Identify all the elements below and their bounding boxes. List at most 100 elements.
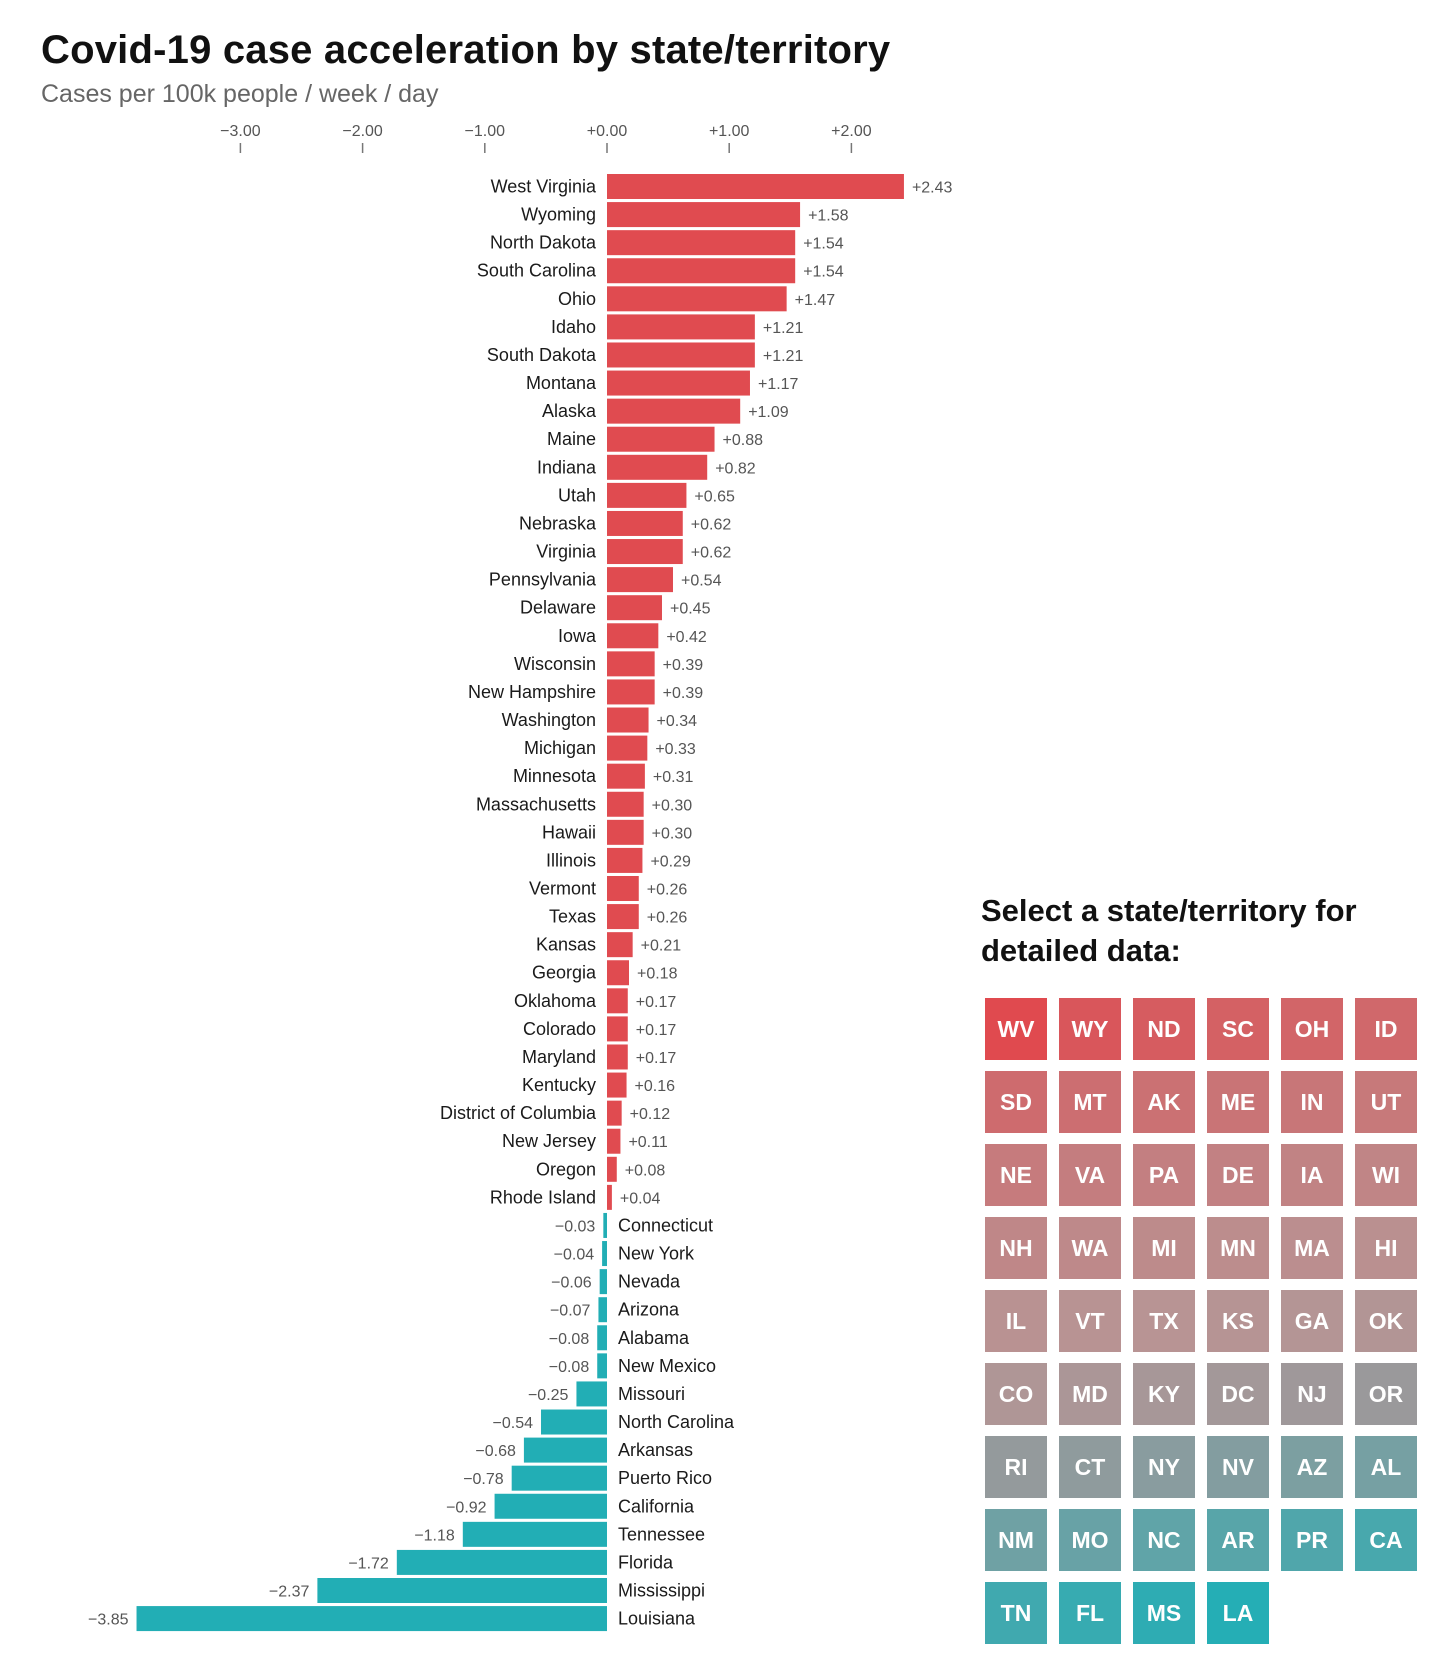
bar[interactable]: [607, 398, 741, 424]
bar[interactable]: [607, 735, 648, 761]
bar[interactable]: [603, 1212, 607, 1238]
state-tile-pa[interactable]: PA: [1133, 1144, 1195, 1206]
state-tile-de[interactable]: DE: [1207, 1144, 1269, 1206]
state-tile-ne[interactable]: NE: [985, 1144, 1047, 1206]
bar[interactable]: [607, 791, 644, 817]
state-tile-ut[interactable]: UT: [1355, 1071, 1417, 1133]
bar[interactable]: [523, 1437, 607, 1463]
state-tile-ks[interactable]: KS: [1207, 1290, 1269, 1352]
bar[interactable]: [607, 876, 639, 901]
state-tile-az[interactable]: AZ: [1281, 1436, 1343, 1498]
state-tile-nh[interactable]: NH: [985, 1217, 1047, 1279]
state-tile-ia[interactable]: IA: [1281, 1144, 1343, 1206]
state-tile-ga[interactable]: GA: [1281, 1290, 1343, 1352]
state-tile-co[interactable]: CO: [985, 1363, 1047, 1425]
bar[interactable]: [607, 1044, 628, 1070]
bar[interactable]: [602, 1241, 607, 1267]
state-tile-ar[interactable]: AR: [1207, 1509, 1269, 1571]
state-tile-ok[interactable]: OK: [1355, 1290, 1417, 1352]
bar[interactable]: [607, 202, 801, 228]
bar[interactable]: [607, 174, 904, 199]
bar[interactable]: [598, 1297, 607, 1323]
bar[interactable]: [607, 1156, 617, 1182]
bar[interactable]: [541, 1409, 607, 1435]
bar[interactable]: [597, 1325, 607, 1351]
state-tile-mo[interactable]: MO: [1059, 1509, 1121, 1571]
bar[interactable]: [317, 1578, 607, 1603]
state-tile-ky[interactable]: KY: [1133, 1363, 1195, 1425]
bar[interactable]: [607, 623, 659, 649]
bar[interactable]: [607, 1184, 612, 1210]
bar[interactable]: [607, 258, 796, 284]
state-tile-sd[interactable]: SD: [985, 1071, 1047, 1133]
state-tile-nj[interactable]: NJ: [1281, 1363, 1343, 1425]
state-tile-oh[interactable]: OH: [1281, 998, 1343, 1060]
bar[interactable]: [607, 763, 645, 789]
bar[interactable]: [607, 679, 655, 705]
state-tile-me[interactable]: ME: [1207, 1071, 1269, 1133]
state-tile-mt[interactable]: MT: [1059, 1071, 1121, 1133]
bar[interactable]: [607, 342, 755, 368]
state-tile-ca[interactable]: CA: [1355, 1509, 1417, 1571]
state-tile-wy[interactable]: WY: [1059, 998, 1121, 1060]
bar[interactable]: [607, 988, 628, 1014]
state-tile-ny[interactable]: NY: [1133, 1436, 1195, 1498]
state-tile-ma[interactable]: MA: [1281, 1217, 1343, 1279]
state-tile-vt[interactable]: VT: [1059, 1290, 1121, 1352]
bar[interactable]: [607, 1128, 621, 1154]
bar[interactable]: [599, 1269, 607, 1295]
state-tile-wi[interactable]: WI: [1355, 1144, 1417, 1206]
state-tile-mi[interactable]: MI: [1133, 1217, 1195, 1279]
bar[interactable]: [494, 1493, 607, 1519]
state-tile-tx[interactable]: TX: [1133, 1290, 1195, 1352]
state-tile-ak[interactable]: AK: [1133, 1071, 1195, 1133]
bar[interactable]: [607, 847, 643, 873]
bar[interactable]: [607, 595, 662, 621]
bar[interactable]: [607, 651, 655, 677]
state-tile-in[interactable]: IN: [1281, 1071, 1343, 1133]
state-tile-fl[interactable]: FL: [1059, 1582, 1121, 1644]
state-tile-dc[interactable]: DC: [1207, 1363, 1269, 1425]
bar[interactable]: [597, 1353, 607, 1379]
bar[interactable]: [576, 1381, 607, 1407]
state-tile-ri[interactable]: RI: [985, 1436, 1047, 1498]
state-tile-va[interactable]: VA: [1059, 1144, 1121, 1206]
bar[interactable]: [607, 1016, 628, 1042]
bar[interactable]: [136, 1606, 607, 1632]
bar[interactable]: [607, 454, 708, 480]
state-tile-il[interactable]: IL: [985, 1290, 1047, 1352]
state-tile-hi[interactable]: HI: [1355, 1217, 1417, 1279]
bar[interactable]: [607, 1072, 627, 1098]
state-tile-tn[interactable]: TN: [985, 1582, 1047, 1644]
bar[interactable]: [607, 510, 683, 536]
state-tile-ms[interactable]: MS: [1133, 1582, 1195, 1644]
bar[interactable]: [607, 314, 755, 340]
bar[interactable]: [607, 960, 629, 986]
bar[interactable]: [607, 426, 715, 452]
bar[interactable]: [396, 1549, 607, 1575]
state-tile-ct[interactable]: CT: [1059, 1436, 1121, 1498]
state-tile-wv[interactable]: WV: [985, 998, 1047, 1060]
bar[interactable]: [607, 932, 633, 958]
bar[interactable]: [462, 1521, 607, 1547]
bar[interactable]: [607, 1100, 622, 1126]
bar[interactable]: [607, 707, 649, 733]
state-tile-mn[interactable]: MN: [1207, 1217, 1269, 1279]
bar[interactable]: [607, 539, 683, 565]
bar[interactable]: [607, 904, 639, 930]
state-tile-sc[interactable]: SC: [1207, 998, 1269, 1060]
state-tile-id[interactable]: ID: [1355, 998, 1417, 1060]
state-tile-md[interactable]: MD: [1059, 1363, 1121, 1425]
state-tile-nm[interactable]: NM: [985, 1509, 1047, 1571]
state-tile-nd[interactable]: ND: [1133, 998, 1195, 1060]
bar[interactable]: [511, 1465, 607, 1491]
state-tile-nv[interactable]: NV: [1207, 1436, 1269, 1498]
state-tile-la[interactable]: LA: [1207, 1582, 1269, 1644]
bar[interactable]: [607, 370, 750, 396]
state-tile-pr[interactable]: PR: [1281, 1509, 1343, 1571]
bar[interactable]: [607, 230, 796, 256]
state-tile-wa[interactable]: WA: [1059, 1217, 1121, 1279]
bar[interactable]: [607, 567, 673, 593]
bar[interactable]: [607, 286, 787, 312]
bar[interactable]: [607, 819, 644, 845]
